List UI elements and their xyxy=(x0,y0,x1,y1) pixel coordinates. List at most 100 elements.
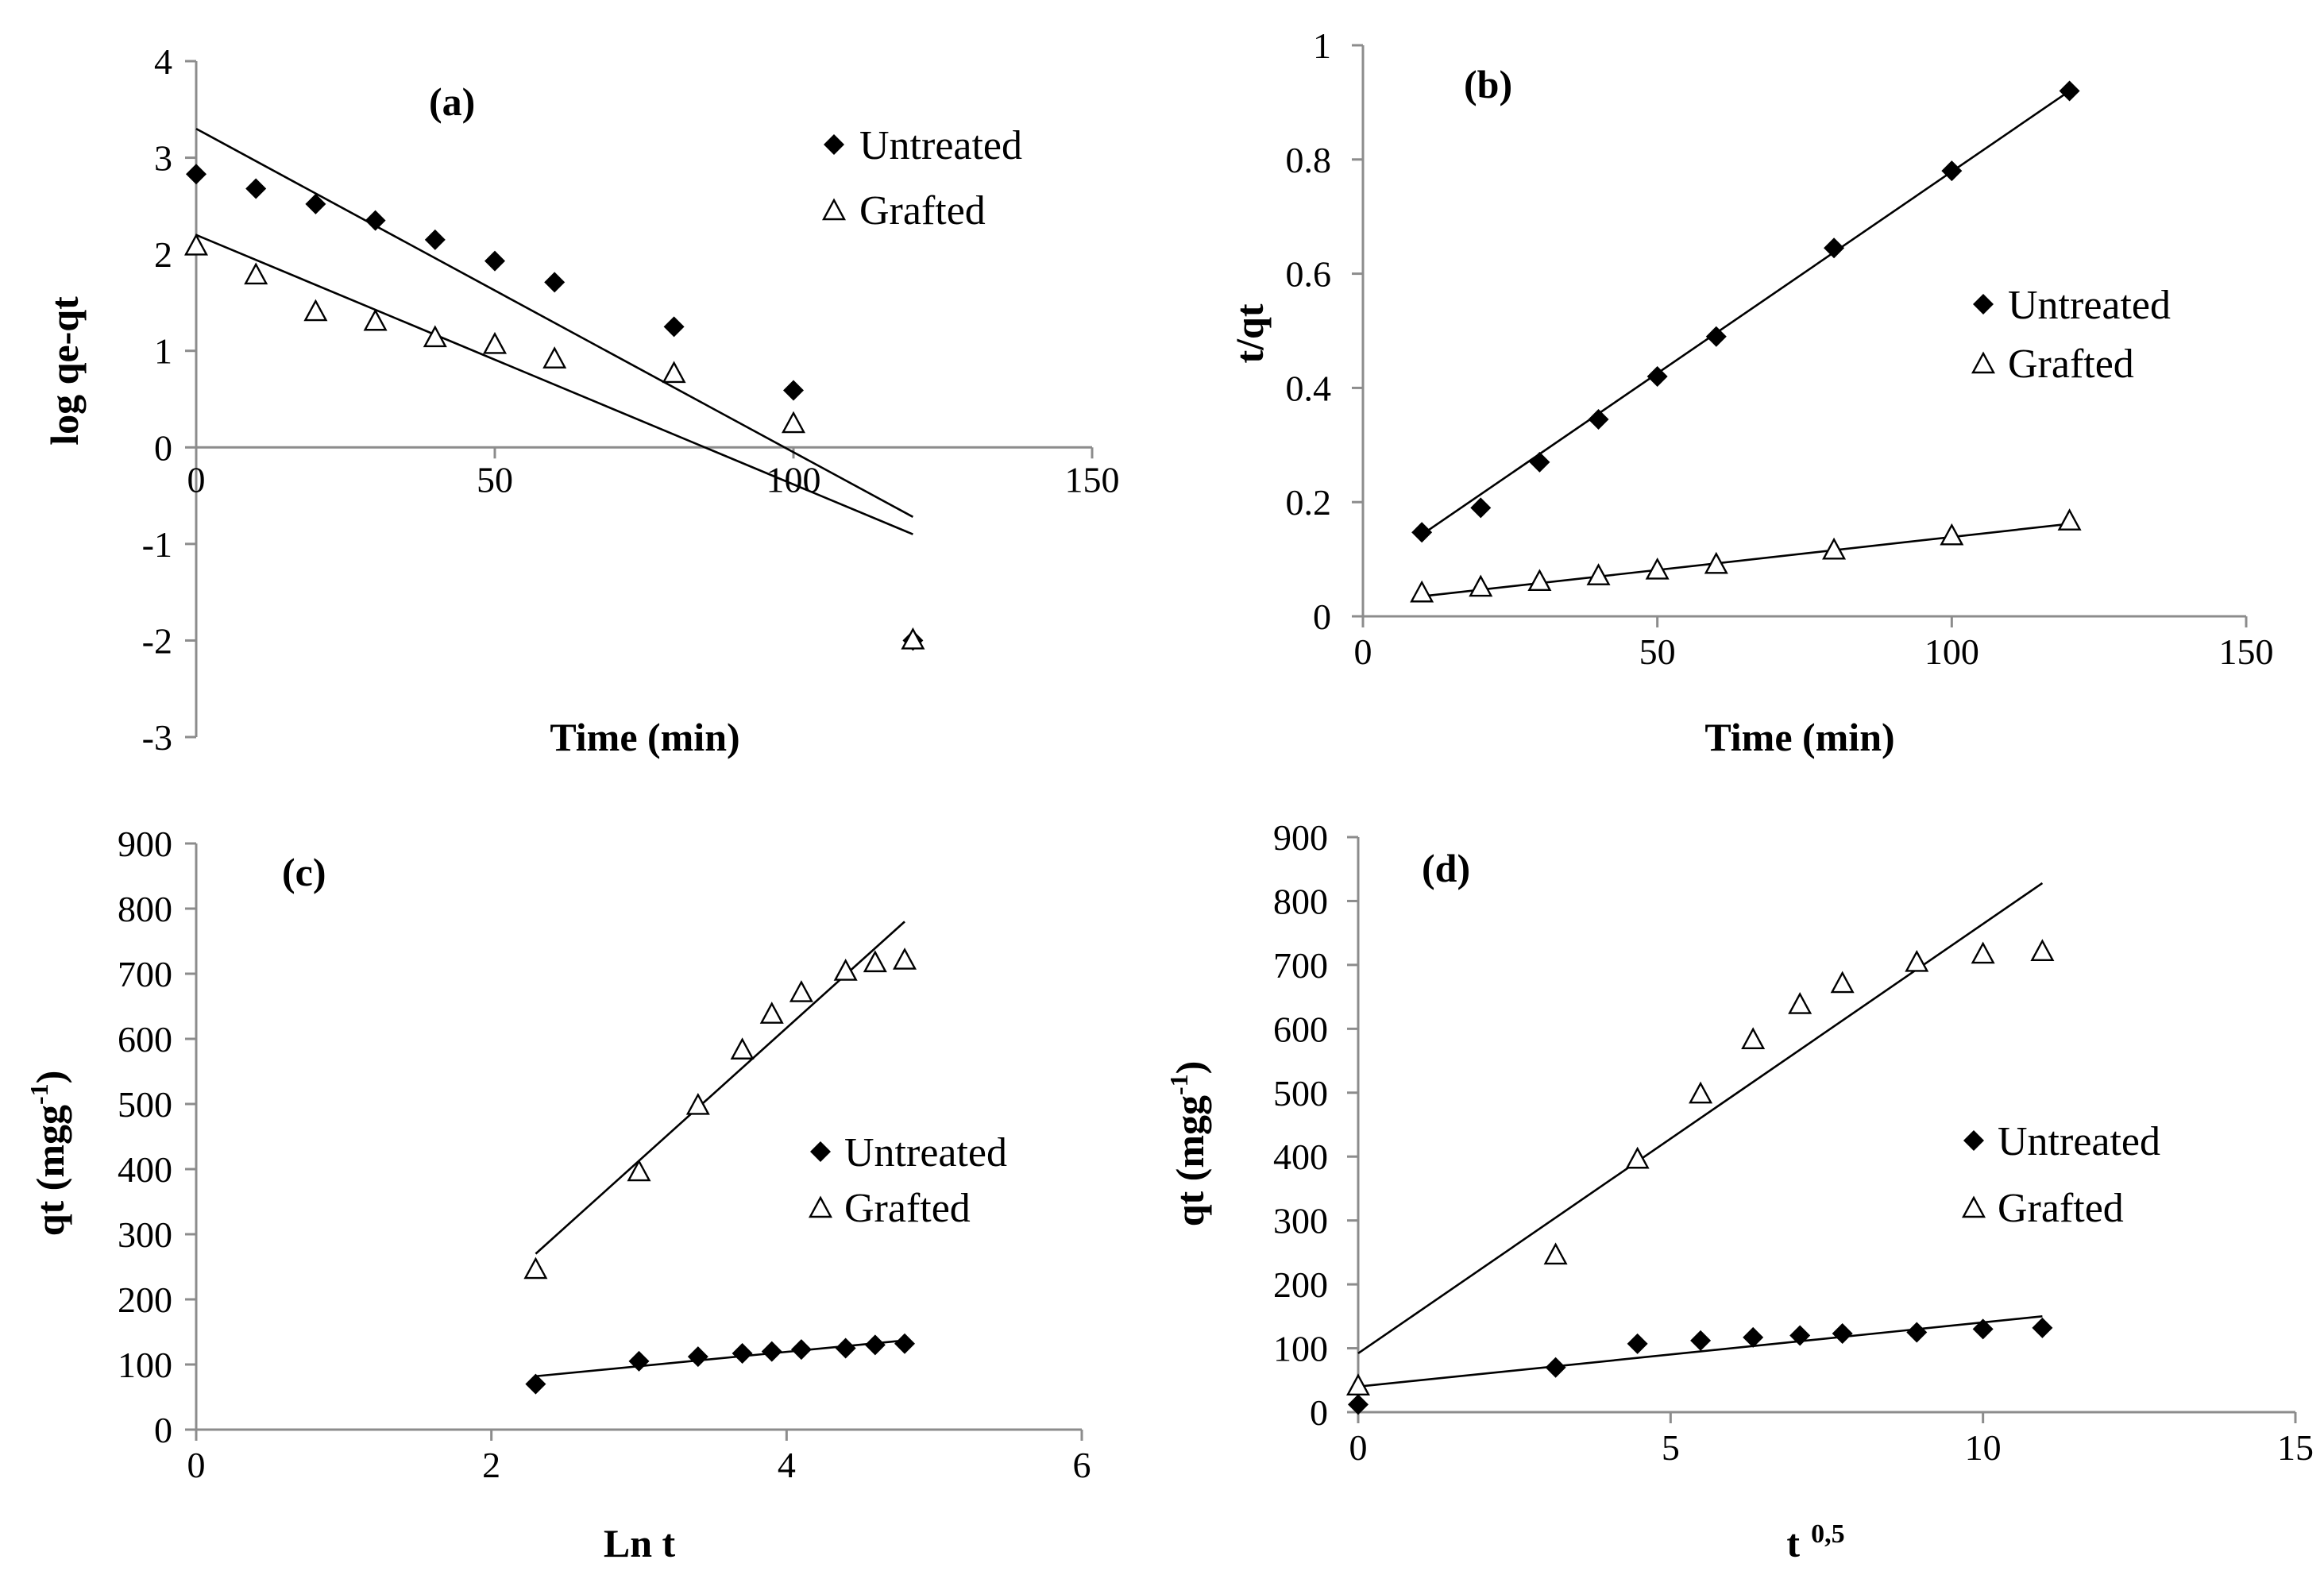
panel-c-points xyxy=(523,948,917,1395)
panel-c-untreated-point xyxy=(894,1333,915,1354)
panel-d-y-tick-label: 900 xyxy=(1273,817,1328,858)
panel-a-y-tick-label: -2 xyxy=(142,620,172,661)
panel-d-grafted-point xyxy=(1830,971,1855,994)
panel-a-untreated-point xyxy=(484,250,505,272)
panel-c-legend: Untreated Grafted xyxy=(808,1130,1007,1231)
panel-c-axes xyxy=(185,842,1083,1441)
panel-d-y-tick-label: 400 xyxy=(1273,1137,1328,1177)
panel-c-untreated-point xyxy=(732,1343,753,1364)
panel-c-y-tick-label: 400 xyxy=(118,1149,172,1190)
panel-a-y-tick-label: 1 xyxy=(154,331,172,372)
panel-d-x-tick-label: 5 xyxy=(1662,1427,1680,1468)
panel-b-y-tick-label: 0.4 xyxy=(1286,368,1332,408)
panel-d-points xyxy=(1345,939,2055,1415)
panel-b-legend-grafted-marker xyxy=(1971,351,1996,374)
panel-d: 0 100 200 300 400 500 600 700 800 900 0 5 10 15 (d) t… xyxy=(1164,817,2314,1565)
panel-a-legend-grafted-label: Grafted xyxy=(859,188,986,234)
panel-d-grafted-point xyxy=(1345,1373,1371,1396)
panel-a-y-tick-label: 0 xyxy=(154,427,172,468)
panel-b-x-tick-label: 100 xyxy=(1924,631,1979,672)
panel-c-grafted-point xyxy=(523,1256,548,1280)
panel-a-grafted-fit-line xyxy=(195,234,913,535)
panel-b-x-tick-label: 0 xyxy=(1354,631,1372,672)
panel-a-legend: Untreated Grafted xyxy=(821,123,1022,234)
panel-c-legend-untreated-marker xyxy=(810,1141,831,1162)
panel-d-x-tick-label: 15 xyxy=(2277,1427,2314,1468)
panel-a-x-axis-title: Time (min) xyxy=(550,715,739,759)
panel-c-untreated-point xyxy=(628,1350,650,1372)
panel-b-x-tick-label: 50 xyxy=(1639,631,1676,672)
panel-a-legend-untreated-marker xyxy=(824,134,844,155)
panel-c-x-tick-label: 2 xyxy=(482,1445,500,1485)
panel-a-grafted-point xyxy=(303,299,328,322)
panel-a-untreated-point xyxy=(245,178,267,199)
panel-a-grafted-point xyxy=(183,233,209,256)
panel-d-grafted-point xyxy=(1625,1146,1650,1169)
panel-b-grafted-point xyxy=(1822,537,1847,560)
panel-d-y-axis-title-main: qt (mgg xyxy=(1168,1095,1212,1226)
panel-c-legend-grafted-label: Grafted xyxy=(844,1186,971,1231)
panel-b-untreated-point xyxy=(1705,326,1727,347)
panel-b-untreated-point xyxy=(2059,80,2080,102)
panel-b-label: (b) xyxy=(1464,62,1512,106)
panel-c: 0 100 200 300 400 500 600 700 800 900 0 2 4 6 (c) Ln … xyxy=(25,824,1091,1565)
panel-c-x-tick-label: 4 xyxy=(778,1445,796,1485)
panel-d-untreated-point xyxy=(1789,1325,1811,1346)
panel-d-untreated-point xyxy=(1690,1330,1712,1351)
panel-a-grafted-point xyxy=(482,331,508,354)
panel-c-x-tick-label: 6 xyxy=(1073,1445,1091,1485)
panel-a-untreated-point xyxy=(365,210,386,231)
panel-d-legend-untreated-label: Untreated xyxy=(1998,1119,2160,1164)
panel-c-grafted-point xyxy=(789,980,813,1002)
panel-b-legend-grafted-label: Grafted xyxy=(2008,342,2134,387)
panel-d-axes xyxy=(1347,836,2297,1423)
panel-c-y-tick-label: 300 xyxy=(118,1214,172,1255)
panel-c-y-tick-label: 900 xyxy=(118,824,172,864)
panel-b-grafted-point xyxy=(1645,557,1670,580)
panel-b-y-tick-label: 1 xyxy=(1313,25,1331,66)
panel-b-legend-untreated-marker xyxy=(1973,294,1994,315)
panel-d-grafted-point xyxy=(1689,1081,1713,1104)
panel-b-untreated-point xyxy=(1529,451,1550,473)
panel-c-y-axis-title: qt (mgg-1) xyxy=(25,1071,72,1237)
panel-b-untreated-point xyxy=(1941,160,1963,182)
panel-a-untreated-point xyxy=(544,272,566,293)
panel-c-untreated-point xyxy=(761,1341,782,1362)
panel-c-y-tick-label: 500 xyxy=(118,1084,172,1125)
panel-a-untreated-point xyxy=(186,164,207,185)
panel-d-y-tick-label: 100 xyxy=(1273,1329,1328,1369)
panel-c-grafted-point xyxy=(863,950,887,973)
panel-a-untreated-point xyxy=(305,193,326,214)
panel-b-legend-untreated-label: Untreated xyxy=(2008,283,2171,328)
panel-d-legend-grafted-label: Grafted xyxy=(1998,1186,2124,1231)
panel-d-untreated-point xyxy=(1627,1333,1648,1354)
panel-b-untreated-point xyxy=(1470,497,1492,519)
panel-a-untreated-point xyxy=(424,229,446,250)
panel-a-x-tick-label: 100 xyxy=(766,459,821,500)
panel-b-grafted-point xyxy=(1469,574,1493,597)
panel-c-y-tick-label: 200 xyxy=(118,1280,172,1320)
panel-d-untreated-point xyxy=(1743,1326,1764,1348)
panel-c-y-axis-title-main: qt (mgg xyxy=(28,1105,72,1236)
panel-d-grafted-point xyxy=(1788,992,1812,1014)
panel-d-grafted-point xyxy=(1971,941,1995,964)
panel-c-y-tick-label: 100 xyxy=(118,1345,172,1385)
panel-a: -3 -2 -1 0 1 2 3 4 0 50 100 150 (a) Time (min) log … xyxy=(42,41,1120,759)
panel-a-y-tick-label: -3 xyxy=(142,717,172,758)
panel-a-x-tick-label: 50 xyxy=(477,459,513,500)
panel-b-untreated-point xyxy=(1824,237,1845,259)
panel-d-grafted-point xyxy=(1905,949,1929,972)
panel-d-untreated-point xyxy=(1972,1318,1994,1340)
panel-d-untreated-point xyxy=(1545,1357,1566,1378)
panel-b-points xyxy=(1410,80,2082,603)
panel-d-fit-lines xyxy=(1357,882,2044,1388)
panel-d-legend-untreated-marker xyxy=(1963,1130,1984,1151)
panel-b-x-axis-title: Time (min) xyxy=(1704,715,1894,759)
panel-d-grafted-point xyxy=(2030,939,2055,961)
panel-b-untreated-point xyxy=(1411,522,1433,543)
panel-d-y-tick-label: 500 xyxy=(1273,1073,1328,1114)
panel-c-x-axis-title: Ln t xyxy=(604,1521,676,1565)
panel-c-untreated-point xyxy=(790,1339,812,1361)
panel-a-legend-untreated-label: Untreated xyxy=(859,123,1022,168)
